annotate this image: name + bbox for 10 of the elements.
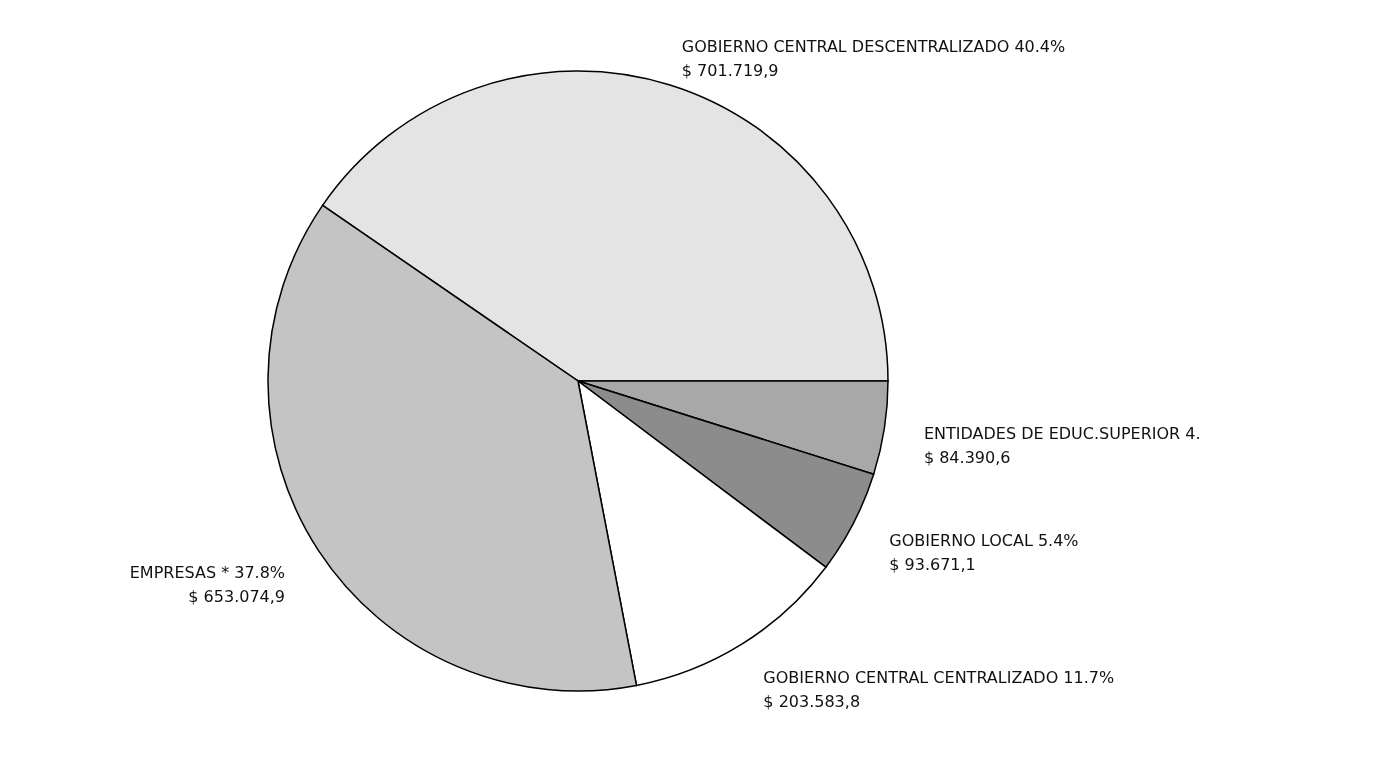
data-label: $ 653.074,9	[188, 586, 286, 606]
data-label: $ 93.671,1	[889, 555, 976, 575]
slice-label: GOBIERNO CENTRAL DESCENTRALIZADO 40.4%	[681, 36, 1066, 56]
slice-label: EMPRESAS * 37.8%	[129, 562, 286, 582]
slice-label: GOBIERNO CENTRAL CENTRALIZADO 11.7%	[763, 667, 1115, 687]
slice-label: ENTIDADES DE EDUC.SUPERIOR 4.	[923, 424, 1201, 444]
data-label: $ 701.719,9	[681, 60, 779, 80]
data-label: $ 203.583,8	[763, 691, 861, 711]
data-label: $ 84.390,6	[923, 448, 1011, 468]
slice-label: GOBIERNO LOCAL 5.4%	[889, 531, 1079, 551]
